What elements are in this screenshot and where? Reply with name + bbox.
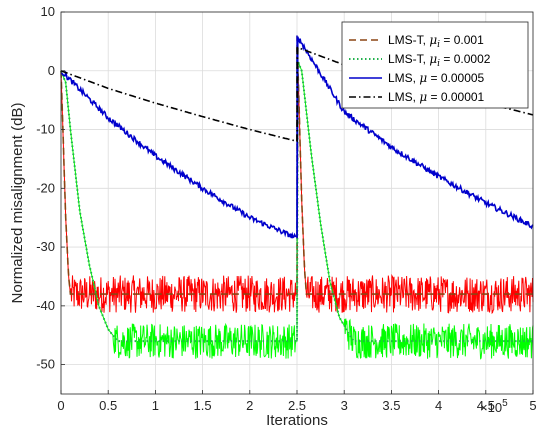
y-tick-label: -30 <box>36 239 55 254</box>
x-tick-label: 0.5 <box>99 398 117 413</box>
y-axis-label: Normalized misalignment (dB) <box>9 103 26 304</box>
x-tick-label: 2 <box>246 398 253 413</box>
y-tick-label: -50 <box>36 357 55 372</box>
legend-label-1: LMS-T, μi = 0.001 <box>388 33 484 50</box>
x-tick-label: 5 <box>529 398 536 413</box>
x-tick-label: 1 <box>152 398 159 413</box>
x-axis-multiplier: ×105 <box>480 398 508 415</box>
legend-entry-1: LMS-T, μi = 0.001 <box>349 33 484 50</box>
x-tick-label: 3 <box>341 398 348 413</box>
y-tick-label: -20 <box>36 180 55 195</box>
series-line-1 <box>60 62 533 295</box>
legend-label-2: LMS-T, μi = 0.0002 <box>388 52 491 69</box>
series-lines <box>60 35 534 343</box>
x-axis-label: Iterations <box>266 412 328 429</box>
y-tick-label: 10 <box>41 4 55 19</box>
legend: LMS-T, μi = 0.001 LMS-T, μi = 0.0002 LMS… <box>341 21 529 109</box>
x-tick-label: 0 <box>57 398 64 413</box>
legend-entry-4: LMS, μ = 0.00001 <box>349 90 485 104</box>
x-tick-label: 4.5 <box>477 398 495 413</box>
x-tick-label: 1.5 <box>194 398 212 413</box>
legend-box <box>341 21 529 109</box>
axis-ticks: 0 0.5 1 1.5 2 2.5 3 3.5 4 4.5 5 10 0 -10 -20 -30 -40 -50 <box>36 4 536 413</box>
y-tick-label: -40 <box>36 298 55 313</box>
y-tick-label: 0 <box>48 63 55 78</box>
x-tick-label: 3.5 <box>382 398 400 413</box>
y-tick-label: -10 <box>36 122 55 137</box>
legend-label-3: LMS, μ = 0.00005 <box>388 71 485 85</box>
x-tick-label: 2.5 <box>288 398 306 413</box>
series-line-2 <box>60 60 533 343</box>
x-tick-label: 4 <box>435 398 442 413</box>
legend-entry-3: LMS, μ = 0.00005 <box>349 71 485 85</box>
legend-label-4: LMS, μ = 0.00001 <box>388 90 485 104</box>
legend-entry-2: LMS-T, μi = 0.0002 <box>349 52 491 69</box>
